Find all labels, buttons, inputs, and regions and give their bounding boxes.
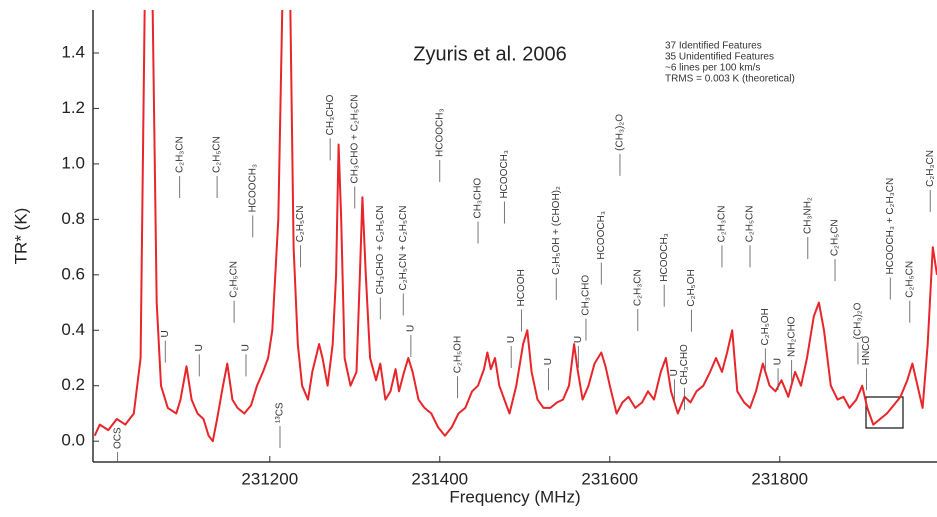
line-label: OCS bbox=[112, 427, 123, 449]
line-label: C₂H₅CN bbox=[229, 261, 240, 298]
y-tick-label: 0.0 bbox=[61, 431, 85, 450]
chart-title: Zyuris et al. 2006 bbox=[413, 43, 566, 65]
info-line: 37 Identified Features bbox=[665, 41, 762, 52]
line-label: C₂H₅CN bbox=[212, 136, 223, 173]
y-axis-label: TR* (K) bbox=[11, 208, 30, 265]
line-label: U bbox=[773, 358, 784, 365]
line-label: U bbox=[241, 344, 252, 351]
line-label: CH₃CHO + C₂H₅CN bbox=[375, 205, 386, 294]
line-label: NH₂CHO bbox=[786, 316, 797, 357]
line-label: CH₃CHO + C₂H₅CN bbox=[349, 95, 360, 184]
line-label: U bbox=[543, 358, 554, 365]
line-label: (CH₃)₂O bbox=[853, 302, 864, 339]
line-label: HCOOH bbox=[516, 269, 527, 306]
line-label: U bbox=[406, 325, 417, 332]
line-label: C₂H₅CN bbox=[295, 205, 306, 242]
info-line: 35 Unidentified Features bbox=[665, 52, 774, 63]
line-label: HNCO bbox=[861, 336, 872, 366]
line-label: HCOOCH₃ bbox=[596, 211, 607, 260]
line-label: U bbox=[669, 369, 680, 376]
highlight-box bbox=[865, 396, 904, 429]
line-label: C₂H₅CN bbox=[904, 261, 915, 298]
line-label: C₂H₅CN bbox=[745, 205, 756, 242]
y-tick-label: 0.2 bbox=[61, 375, 85, 394]
y-tick-label: 1.2 bbox=[61, 98, 85, 117]
line-label: (CH₃)₂O bbox=[615, 114, 626, 151]
line-label: U bbox=[160, 330, 171, 337]
line-label: C₂H₅OH bbox=[760, 308, 771, 345]
y-tick-label: 0.6 bbox=[61, 264, 85, 283]
plot-area bbox=[93, 10, 937, 443]
y-tick-label: 0.4 bbox=[61, 320, 85, 339]
line-label: HCOOCH₃ bbox=[659, 233, 670, 282]
line-label: C₂H₅CN + C₂H₅CN bbox=[398, 205, 409, 290]
line-label: C₂H₅OH bbox=[686, 269, 697, 306]
line-label: C₂H₅CN bbox=[830, 219, 841, 256]
line-label: HCOOCH₃ + C₂H₃CN bbox=[885, 178, 896, 275]
x-tick-label: 231600 bbox=[581, 469, 638, 488]
y-tick-label: 1.0 bbox=[61, 153, 85, 172]
y-tick-label: 1.4 bbox=[61, 42, 85, 61]
info-line: ~6 lines per 100 km/s bbox=[665, 63, 760, 74]
line-label: CH₃CHO bbox=[581, 275, 592, 316]
line-label: CH₃CHO bbox=[325, 94, 336, 135]
line-label: U bbox=[506, 336, 517, 343]
spectrum-line bbox=[93, 10, 937, 443]
line-label: CH₃CHO bbox=[473, 178, 484, 219]
x-tick-label: 231800 bbox=[751, 469, 808, 488]
line-label: C₂H₅OH + (CHOH)₂ bbox=[551, 186, 562, 275]
line-label: HCOOCH₃ bbox=[247, 164, 258, 213]
line-label: C₂H₃CN bbox=[717, 205, 728, 242]
line-label: ¹³CS bbox=[275, 402, 286, 423]
line-label: U bbox=[194, 344, 205, 351]
line-label: C₂H₃CN bbox=[925, 150, 936, 187]
line-label: C₂H₃CN bbox=[632, 269, 643, 306]
y-tick-label: 0.8 bbox=[61, 209, 85, 228]
line-label: HCOOCH₃ bbox=[434, 108, 445, 157]
line-label: CH₃NH₂ bbox=[802, 197, 813, 234]
line-label: C₂H₃CN bbox=[174, 136, 185, 173]
line-label: CH₃CHO bbox=[679, 344, 690, 385]
line-label: C₂H₅OH bbox=[452, 336, 463, 373]
x-tick-label: 231200 bbox=[241, 469, 298, 488]
line-label: U bbox=[573, 336, 584, 343]
x-tick-label: 231400 bbox=[411, 469, 468, 488]
info-line: TRMS = 0.003 K (theoretical) bbox=[665, 74, 795, 85]
x-axis-label: Frequency (MHz) bbox=[449, 487, 580, 506]
line-label: HCOOCH₃ bbox=[499, 150, 510, 199]
